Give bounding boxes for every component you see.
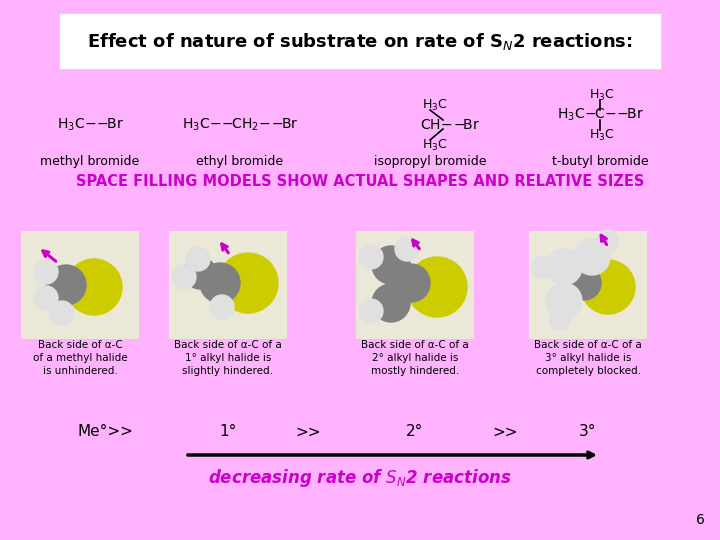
Circle shape (359, 245, 383, 269)
Circle shape (574, 239, 610, 275)
Text: ethyl bromide: ethyl bromide (197, 156, 284, 168)
Text: isopropyl bromide: isopropyl bromide (374, 156, 486, 168)
Circle shape (581, 260, 635, 314)
Text: H$_3$C$\!-\!\!-\!\!$Br: H$_3$C$\!-\!\!-\!\!$Br (57, 117, 123, 133)
Text: Back side of α-C of a
2° alkyl halide is
mostly hindered.: Back side of α-C of a 2° alkyl halide is… (361, 340, 469, 376)
Circle shape (186, 247, 210, 271)
Text: H$_3$C$\!-\!\!$C$\!-\!\!-\!\!$Br: H$_3$C$\!-\!\!$C$\!-\!\!-\!\!$Br (557, 107, 644, 123)
Circle shape (395, 237, 419, 261)
Circle shape (200, 263, 240, 303)
Bar (529, 231, 647, 339)
Text: t-butyl bromide: t-butyl bromide (552, 156, 648, 168)
Circle shape (218, 253, 278, 313)
Text: H$_3$C: H$_3$C (422, 138, 448, 152)
Text: 1°: 1° (220, 424, 237, 440)
Text: >>: >> (492, 424, 518, 440)
Circle shape (172, 265, 196, 289)
Bar (21, 231, 139, 339)
Circle shape (34, 260, 58, 284)
Text: SPACE FILLING MODELS SHOW ACTUAL SHAPES AND RELATIVE SIZES: SPACE FILLING MODELS SHOW ACTUAL SHAPES … (76, 174, 644, 190)
Circle shape (50, 301, 74, 325)
Text: H$_3$C: H$_3$C (589, 127, 615, 143)
Circle shape (549, 308, 571, 330)
Text: >>: >> (295, 424, 320, 440)
Text: decreasing rate of $S_N$2 reactions: decreasing rate of $S_N$2 reactions (208, 467, 512, 489)
Text: Me°>>: Me°>> (77, 424, 133, 440)
Circle shape (184, 257, 216, 289)
Text: Effect of nature of substrate on rate of S$_N$2 reactions:: Effect of nature of substrate on rate of… (87, 30, 633, 51)
Text: H$_3$C$\!-\!\!-\!\!$CH$_2$$\!-\!\!-\!\!$Br: H$_3$C$\!-\!\!-\!\!$CH$_2$$\!-\!\!-\!\!$… (181, 117, 298, 133)
Text: Back side of α-C of a
1° alkyl halide is
slightly hindered.: Back side of α-C of a 1° alkyl halide is… (174, 340, 282, 376)
Circle shape (407, 257, 467, 317)
Text: CH$\!-\!\!-\!\!$Br: CH$\!-\!\!-\!\!$Br (420, 118, 480, 132)
Circle shape (46, 265, 86, 305)
Bar (356, 231, 474, 339)
Bar (169, 231, 287, 339)
Circle shape (210, 295, 234, 319)
Text: Back side of α-C of a
3° alkyl halide is
completely blocked.: Back side of α-C of a 3° alkyl halide is… (534, 340, 642, 376)
Text: H$_3$C: H$_3$C (589, 87, 615, 103)
Circle shape (359, 299, 383, 323)
Text: Back side of α-C
of a methyl halide
is unhindered.: Back side of α-C of a methyl halide is u… (32, 340, 127, 376)
Circle shape (34, 286, 58, 310)
Circle shape (372, 284, 410, 322)
Circle shape (66, 259, 122, 315)
Text: methyl bromide: methyl bromide (40, 156, 140, 168)
Circle shape (597, 230, 619, 252)
Circle shape (546, 283, 582, 319)
Circle shape (546, 249, 582, 285)
Bar (60, 14, 660, 68)
Circle shape (531, 256, 553, 278)
Circle shape (392, 264, 430, 302)
Text: 6: 6 (696, 513, 704, 527)
Text: 2°: 2° (406, 424, 423, 440)
Circle shape (372, 246, 410, 284)
Text: 3°: 3° (580, 424, 597, 440)
Text: H$_3$C: H$_3$C (422, 97, 448, 112)
Circle shape (567, 266, 601, 300)
